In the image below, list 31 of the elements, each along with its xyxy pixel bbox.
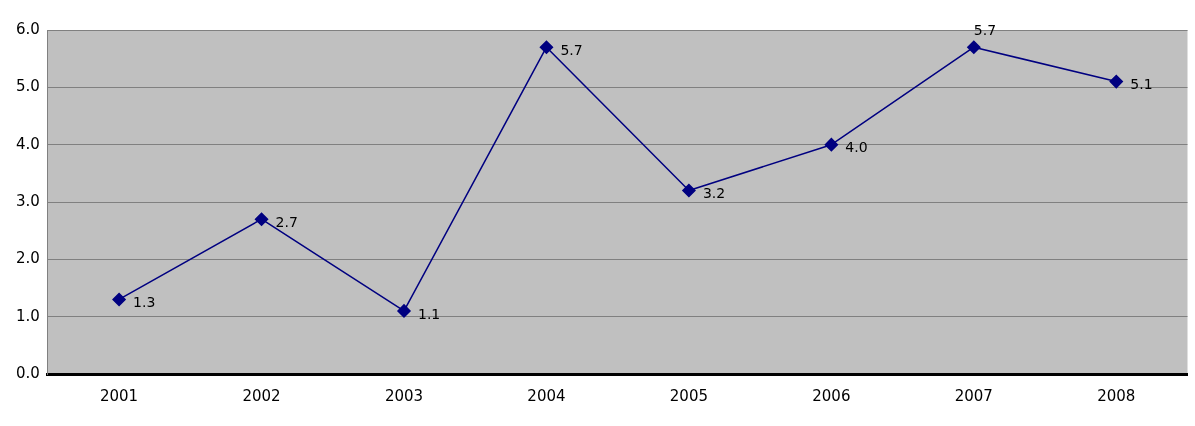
data-label: 5.7 — [973, 21, 997, 38]
point — [824, 137, 839, 152]
point — [682, 183, 696, 198]
point — [112, 292, 126, 307]
y-tick-label: 0.0 — [16, 363, 40, 382]
data-label: 5.7 — [560, 41, 583, 58]
x-tick-label: 2006 — [812, 386, 851, 405]
data-label: 3.2 — [702, 185, 726, 202]
data-label: 1.1 — [417, 305, 441, 322]
x-tick-label: 2007 — [954, 386, 993, 405]
point — [397, 304, 411, 318]
data-label: 1.3 — [133, 294, 156, 311]
y-tick-label: 3.0 — [16, 191, 40, 210]
data-label: 2.7 — [275, 213, 298, 230]
x-tick-label: 2008 — [1097, 386, 1136, 405]
x-tick-label: 2002 — [242, 386, 281, 405]
point — [539, 40, 554, 54]
x-tick-label: 2003 — [384, 386, 424, 405]
y-tick-label: 1.0 — [16, 306, 40, 325]
point — [1109, 74, 1124, 89]
x-tick-label: 2001 — [99, 386, 139, 405]
y-tick-label: 5.0 — [16, 77, 40, 96]
point — [254, 212, 269, 226]
y-tick-label: 2.0 — [16, 249, 40, 268]
x-tick-label: 2005 — [669, 386, 708, 405]
y-tick-label: 6.0 — [16, 19, 40, 38]
data-label: 5.1 — [1130, 76, 1153, 93]
y-tick-label: 4.0 — [16, 134, 40, 153]
x-tick-label: 2004 — [527, 386, 566, 405]
point — [967, 40, 981, 54]
data-label: 4.0 — [845, 139, 868, 156]
